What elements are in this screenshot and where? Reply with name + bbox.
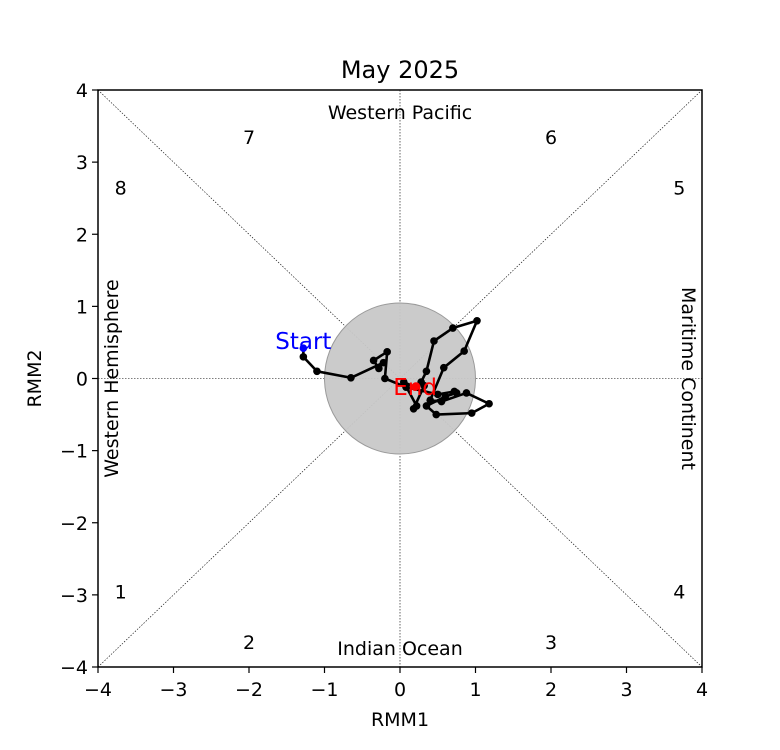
phase-label-1: 1 <box>115 581 127 603</box>
x-tick-label: 4 <box>696 679 708 701</box>
trajectory-point <box>369 356 378 365</box>
y-tick-label: 0 <box>76 369 88 391</box>
end-label: End <box>393 375 437 401</box>
region-label-western-hemisphere: Western Hemisphere <box>101 279 123 478</box>
trajectory-point <box>452 389 461 397</box>
trajectory-point <box>420 381 428 390</box>
trajectory-point <box>379 358 388 367</box>
trajectory-point <box>399 378 408 386</box>
trajectory-point <box>439 363 448 372</box>
region-label-western-pacific: Western Pacific <box>328 102 472 124</box>
x-tick-label: 0 <box>394 679 406 701</box>
trajectory-point <box>383 348 391 356</box>
phase-label-3: 3 <box>545 632 557 654</box>
x-tick-label: −4 <box>84 679 112 701</box>
x-tick-label: 2 <box>545 679 557 701</box>
y-tick-label: −4 <box>60 657 88 679</box>
phase-label-8: 8 <box>115 177 127 199</box>
phase-label-5: 5 <box>673 177 685 199</box>
y-tick-label: 2 <box>76 224 88 246</box>
trajectory-point <box>375 364 383 373</box>
mjo-trajectory-points <box>299 317 493 419</box>
trajectory-point <box>432 410 441 419</box>
trajectory-point <box>412 402 421 410</box>
trajectory-point <box>347 373 355 382</box>
trajectory-point <box>426 396 435 404</box>
trajectory-point <box>449 324 457 332</box>
y-tick-label: 1 <box>76 296 88 318</box>
trajectory-point <box>485 399 493 408</box>
y-tick-label: 3 <box>76 152 88 174</box>
trajectory-point <box>462 389 471 397</box>
trajectory-point <box>422 367 431 376</box>
phase-label-6: 6 <box>545 127 557 149</box>
phase-label-2: 2 <box>243 632 255 654</box>
y-tick-label: −1 <box>60 441 88 463</box>
region-label-maritime-continent: Maritime Continent <box>677 287 699 470</box>
x-axis-title: RMM1 <box>371 709 429 731</box>
y-axis-ticks: −4 −3 −2 −1 0 1 2 3 4 <box>60 80 98 679</box>
y-axis-title: RMM2 <box>24 349 46 407</box>
trajectory-point <box>381 374 389 383</box>
trajectory-point <box>433 390 442 399</box>
region-label-indian-ocean: Indian Ocean <box>337 638 463 660</box>
trajectory-point <box>430 337 438 345</box>
trajectory-point <box>299 353 308 361</box>
chart-title: May 2025 <box>341 56 459 84</box>
phase-labels: 1 2 3 4 5 6 7 8 <box>115 127 686 654</box>
x-axis-ticks: −4 −3 −2 −1 0 1 2 3 4 <box>84 667 708 701</box>
phase-label-4: 4 <box>673 581 685 603</box>
x-tick-label: −1 <box>310 679 338 701</box>
x-tick-label: 1 <box>469 679 481 701</box>
trajectory-point <box>473 317 481 325</box>
trajectory-point <box>460 347 468 355</box>
trajectory-point <box>313 367 321 376</box>
phase-label-7: 7 <box>243 127 255 149</box>
trajectory-point <box>299 344 308 353</box>
trajectory-point <box>467 409 476 417</box>
trajectory-point <box>422 402 431 410</box>
start-label: Start <box>275 329 331 355</box>
x-tick-label: −2 <box>235 679 263 701</box>
y-tick-label: −2 <box>60 513 88 535</box>
y-tick-label: −3 <box>60 585 88 607</box>
x-tick-label: 3 <box>620 679 632 701</box>
x-tick-label: −3 <box>159 679 187 701</box>
y-tick-label: 4 <box>76 80 88 102</box>
trajectory-point <box>437 397 446 406</box>
trajectory-point <box>411 383 419 391</box>
